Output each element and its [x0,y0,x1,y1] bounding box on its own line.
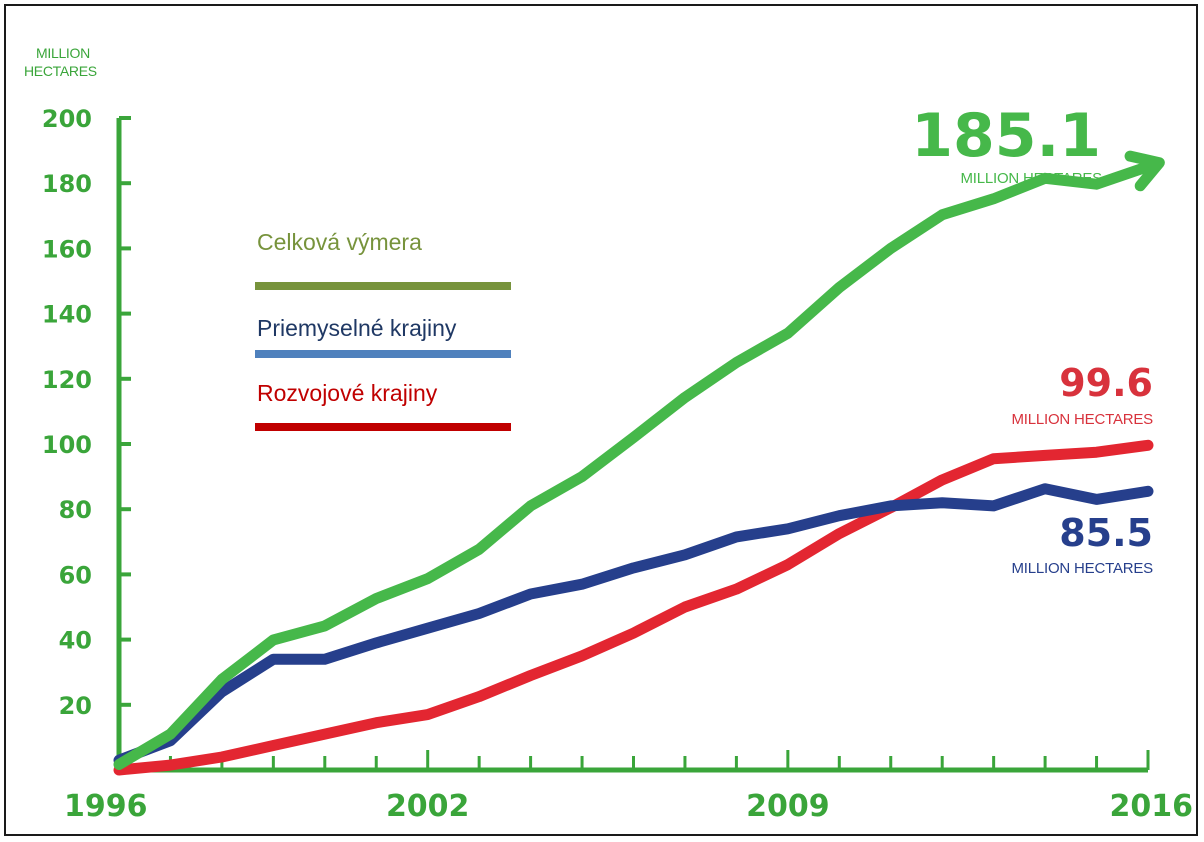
y-unit-label-line1: MILLION [36,45,90,61]
series-lines [113,150,1165,776]
legend-label-industrial: Priemyselné krajiny [257,315,457,341]
annotation-total-unit: MILLION HECTARES [960,170,1102,187]
y-tick-label: 40 [59,627,92,655]
y-tick-label: 20 [59,692,92,720]
x-tick-label: 2002 [386,789,470,824]
tick-labels: 20 40 60 80 100 120 140 160 180 200 1996 2002 2009 20… [42,105,1193,824]
y-tick-label: 200 [42,105,92,133]
annotation-industrial-value: 85.5 [1059,511,1153,555]
series-line-developing [113,439,1154,776]
x-tick-label: 2009 [746,789,830,824]
x-tick-label: 1996 [64,789,148,824]
annotation-developing-unit: MILLION HECTARES [1011,411,1153,428]
annotation-developing-value: 99.6 [1059,361,1153,405]
chart-frame: MILLION HECTARES 20 40 60 80 100 120 140 160 180… [4,4,1198,836]
line-chart: MILLION HECTARES 20 40 60 80 100 120 140 160 180… [24,45,1193,824]
y-tick-label: 120 [42,366,92,394]
legend-label-developing: Rozvojové krajiny [257,380,438,406]
y-unit-label-line2: HECTARES [24,63,97,79]
annotation-industrial-unit: MILLION HECTARES [1011,560,1153,577]
annotations: 185.1 MILLION HECTARES 99.6 MILLION HECT… [911,101,1153,577]
x-tick-label: 2016 [1110,789,1194,824]
legend: Celková výmera Priemyselné krajiny Rozvo… [255,229,511,431]
series-line-total [113,161,1154,770]
series-line-industrial [113,483,1154,766]
legend-label-total: Celková výmera [257,229,422,255]
y-tick-label: 100 [42,431,92,459]
y-tick-label: 140 [42,301,92,329]
y-tick-label: 80 [59,496,92,524]
total-arrowhead [1124,150,1165,192]
y-tick-label: 160 [42,235,92,263]
annotation-total-value: 185.1 [911,101,1101,171]
y-tick-label: 180 [42,170,92,198]
y-tick-label: 60 [59,561,92,589]
